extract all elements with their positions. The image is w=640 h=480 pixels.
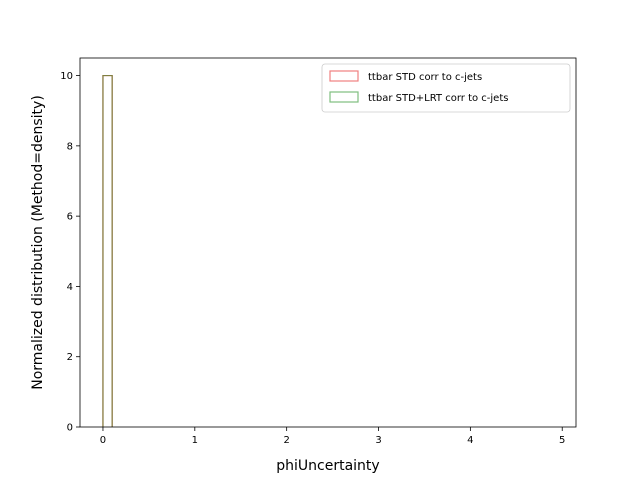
histogram-bar-series-2 — [102, 74, 113, 427]
y-axis-title: Normalized distribution (Method=density) — [30, 95, 46, 390]
y-tick-label: 4 — [67, 282, 73, 293]
y-tick-label: 0 — [67, 423, 73, 434]
histogram-bars — [102, 74, 113, 427]
x-tick-label: 2 — [283, 435, 289, 446]
x-tick-label: 1 — [192, 435, 198, 446]
y-axis-ticks: 0 2 4 6 8 10 — [60, 71, 80, 434]
x-axis-title: phiUncertainty — [276, 458, 379, 474]
plot-frame — [79, 57, 577, 428]
legend-label: ttbar STD+LRT corr to c-jets — [368, 93, 508, 104]
x-tick-label: 4 — [467, 435, 473, 446]
legend: ttbar STD corr to c-jets ttbar STD+LRT co… — [321, 63, 571, 113]
y-tick-label: 2 — [67, 352, 73, 363]
x-tick-label: 5 — [559, 435, 565, 446]
y-tick-label: 10 — [60, 71, 73, 82]
legend-swatch — [329, 70, 359, 82]
x-tick-label: 3 — [375, 435, 381, 446]
legend-box — [321, 63, 571, 113]
y-tick-label: 8 — [67, 141, 73, 152]
legend-swatch — [329, 91, 359, 103]
y-tick-label: 6 — [67, 212, 73, 223]
histogram-bar-series-1 — [102, 74, 113, 427]
legend-label: ttbar STD corr to c-jets — [368, 72, 482, 83]
x-axis-ticks: 0 1 2 3 4 5 — [100, 427, 565, 446]
x-tick-label: 0 — [100, 435, 106, 446]
